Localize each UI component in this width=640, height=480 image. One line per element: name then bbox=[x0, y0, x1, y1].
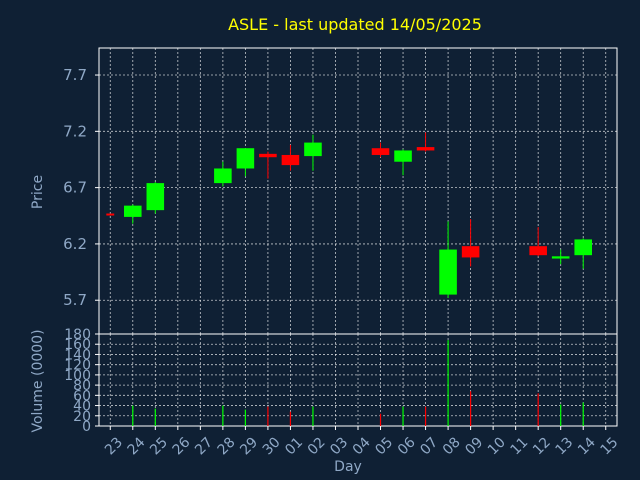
candle-body bbox=[529, 246, 547, 256]
day-tick-label: 11 bbox=[507, 434, 531, 458]
candle-body bbox=[106, 213, 115, 216]
candle-body bbox=[461, 246, 480, 258]
volume-tick-label: 160 bbox=[64, 337, 91, 353]
day-tick-labels: 2324252627282930010203040506070809101112… bbox=[102, 426, 621, 458]
volume-tick-label: 100 bbox=[64, 368, 91, 384]
day-tick-label: 07 bbox=[417, 434, 441, 458]
chart-title: ASLE - last updated 14/05/2025 bbox=[228, 15, 482, 34]
price-tick-label: 5.7 bbox=[63, 291, 87, 309]
volume-tick-label: 60 bbox=[73, 388, 91, 404]
candle-body bbox=[214, 168, 232, 184]
day-tick-label: 15 bbox=[598, 434, 622, 458]
volume-axis-label: Volume (0000) bbox=[30, 329, 46, 432]
day-tick-label: 01 bbox=[282, 434, 306, 458]
day-axis-label: Day bbox=[334, 459, 362, 475]
candle-body bbox=[416, 147, 435, 151]
price-plot-frame bbox=[98, 47, 618, 335]
day-tick-label: 08 bbox=[440, 434, 464, 458]
day-tick-label: 12 bbox=[530, 434, 554, 458]
day-tick-label: 30 bbox=[260, 434, 284, 458]
day-tick-label: 26 bbox=[170, 434, 194, 458]
candle-body bbox=[281, 154, 300, 166]
day-tick-label: 24 bbox=[125, 434, 149, 458]
volume-tick-label: 80 bbox=[73, 378, 91, 394]
price-tick-label: 6.2 bbox=[63, 235, 87, 253]
day-tick-label: 05 bbox=[372, 434, 396, 458]
volume-tick-label: 40 bbox=[73, 399, 91, 415]
day-tick-label: 09 bbox=[462, 434, 486, 458]
candle-body bbox=[236, 148, 255, 169]
day-tick-label: 02 bbox=[305, 434, 329, 458]
day-tick-label: 06 bbox=[395, 434, 419, 458]
day-tick-label: 14 bbox=[575, 434, 599, 458]
day-tick-label: 29 bbox=[237, 434, 261, 458]
volume-tick-label: 140 bbox=[64, 347, 91, 363]
candle-body bbox=[574, 239, 593, 256]
volume-tick-label: 20 bbox=[73, 409, 91, 425]
price-panel: 5.7 6.2 6.7 7.2 7.7 bbox=[63, 47, 618, 335]
volume-tick-label: 180 bbox=[64, 327, 91, 343]
day-tick-label: 10 bbox=[485, 434, 509, 458]
price-tick-label: 7.2 bbox=[63, 122, 87, 140]
candle-body bbox=[146, 183, 165, 211]
volume-tick-label: 0 bbox=[82, 419, 91, 435]
day-tick-label: 27 bbox=[192, 434, 216, 458]
day-tick-label: 25 bbox=[147, 434, 171, 458]
candle-body bbox=[371, 148, 390, 155]
candle-body bbox=[551, 256, 570, 259]
day-tick-label: 13 bbox=[553, 434, 577, 458]
candle-body bbox=[259, 153, 277, 158]
day-tick-label: 28 bbox=[215, 434, 239, 458]
price-tick-label: 6.7 bbox=[63, 179, 87, 197]
candle-body bbox=[304, 142, 322, 157]
candle-body bbox=[439, 249, 457, 295]
candle-body bbox=[123, 205, 142, 217]
volume-tick-label: 120 bbox=[64, 358, 91, 374]
candle-body bbox=[394, 150, 412, 162]
day-tick-label: 03 bbox=[327, 434, 351, 458]
price-tick-label: 7.7 bbox=[63, 66, 87, 84]
day-tick-label: 04 bbox=[350, 434, 374, 458]
day-tick-label: 23 bbox=[102, 434, 126, 458]
price-axis-label: Price bbox=[30, 175, 46, 209]
